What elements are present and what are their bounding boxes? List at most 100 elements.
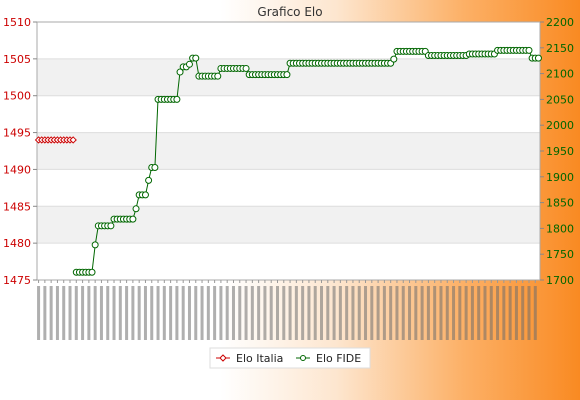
x-axis-tick-label-mark xyxy=(275,286,279,340)
data-point-elo-fide xyxy=(242,64,250,72)
left-axis-tick-label: 1490 xyxy=(3,163,31,176)
x-axis-tick-label-mark xyxy=(332,286,336,340)
x-axis-tick-label-mark xyxy=(257,286,261,340)
x-axis-tick-label-mark xyxy=(250,286,254,340)
x-axis-tick-label-mark xyxy=(408,286,412,340)
legend-marker xyxy=(300,355,306,361)
x-axis-tick-label-mark xyxy=(326,286,330,340)
x-axis-tick-label-mark xyxy=(200,286,204,340)
x-axis-label-strip xyxy=(37,280,537,340)
x-axis-tick-label-mark xyxy=(401,286,405,340)
x-axis-tick-label-mark xyxy=(118,286,122,340)
data-point-elo-fide xyxy=(88,268,96,276)
x-axis-tick-label-mark xyxy=(231,286,235,340)
data-point-elo-fide xyxy=(214,72,222,80)
left-axis-tick-label: 1485 xyxy=(3,200,31,213)
x-axis-tick-label-mark xyxy=(150,286,154,340)
x-axis-tick-label-mark xyxy=(137,286,141,340)
left-axis-tick-label: 1480 xyxy=(3,237,31,250)
right-axis-tick-label: 2100 xyxy=(546,68,574,81)
right-axis-tick-label: 1700 xyxy=(546,274,574,287)
x-axis-tick-label-mark xyxy=(364,286,368,340)
legend: Elo Italia Elo FIDE xyxy=(209,347,371,369)
x-axis-tick-label-mark xyxy=(533,286,537,340)
right-axis-tick-label: 1750 xyxy=(546,248,574,261)
x-axis-tick-label-mark xyxy=(502,286,506,340)
right-axis-tick-label: 1950 xyxy=(546,145,574,158)
x-axis-tick-label-mark xyxy=(131,286,135,340)
x-axis-tick-label-mark xyxy=(483,286,487,340)
left-axis-tick-label: 1505 xyxy=(3,53,31,66)
x-axis-tick-label-mark xyxy=(244,286,248,340)
legend-marker xyxy=(219,354,227,362)
data-point-elo-fide xyxy=(185,60,193,68)
right-axis-tick-label: 2000 xyxy=(546,119,574,132)
x-axis-tick-label-mark xyxy=(470,286,474,340)
x-axis-tick-label-mark xyxy=(351,286,355,340)
x-axis-tick-label-mark xyxy=(496,286,500,340)
x-axis-tick-label-mark xyxy=(313,286,317,340)
x-axis-tick-label-mark xyxy=(263,286,267,340)
chart-title: Grafico Elo xyxy=(257,5,322,19)
x-axis-tick-label-mark xyxy=(62,286,66,340)
x-axis-tick-label-mark xyxy=(382,286,386,340)
x-axis-tick-label-mark xyxy=(219,286,223,340)
x-axis-tick-label-mark xyxy=(433,286,437,340)
x-axis-tick-label-mark xyxy=(320,286,324,340)
x-axis-tick-label-mark xyxy=(49,286,53,340)
x-axis-tick-label-mark xyxy=(213,286,217,340)
x-axis-tick-label-mark xyxy=(395,286,399,340)
x-axis-tick-label-mark xyxy=(175,286,179,340)
x-axis-tick-label-mark xyxy=(514,286,518,340)
x-axis-tick-label-mark xyxy=(414,286,418,340)
x-axis-tick-label-mark xyxy=(345,286,349,340)
x-axis-tick-label-mark xyxy=(508,286,512,340)
x-axis-tick-label-mark xyxy=(269,286,273,340)
x-axis-tick-label-mark xyxy=(420,286,424,340)
x-axis-tick-label-mark xyxy=(282,286,286,340)
x-axis-tick-label-mark xyxy=(521,286,525,340)
x-axis-tick-label-mark xyxy=(389,286,393,340)
data-point-elo-fide xyxy=(129,215,137,223)
x-axis-tick-label-mark xyxy=(106,286,110,340)
right-axis-tick-label: 1850 xyxy=(546,197,574,210)
x-axis-tick-label-mark xyxy=(194,286,198,340)
x-axis-tick-label-mark xyxy=(238,286,242,340)
right-axis-tick-label: 1800 xyxy=(546,222,574,235)
x-axis-tick-label-mark xyxy=(489,286,493,340)
right-axis-tick-label: 2050 xyxy=(546,93,574,106)
x-axis-tick-label-mark xyxy=(169,286,173,340)
data-point-elo-fide xyxy=(173,95,181,103)
data-point-elo-fide xyxy=(141,191,149,199)
data-point-elo-fide xyxy=(151,164,159,172)
x-axis-tick-label-mark xyxy=(445,286,449,340)
x-axis-tick-label-mark xyxy=(112,286,116,340)
x-axis-tick-label-mark xyxy=(187,286,191,340)
x-axis-tick-label-mark xyxy=(426,286,430,340)
x-axis-tick-label-mark xyxy=(439,286,443,340)
legend-box xyxy=(209,347,371,369)
right-axis-tick-label: 1900 xyxy=(546,171,574,184)
right-axis-tick-label: 2150 xyxy=(546,42,574,55)
x-axis-tick-label-mark xyxy=(87,286,91,340)
data-point-elo-fide xyxy=(176,68,184,76)
x-axis-tick-label-mark xyxy=(301,286,305,340)
x-axis-tick-label-mark xyxy=(452,286,456,340)
x-axis-tick-label-mark xyxy=(477,286,481,340)
x-axis-tick-label-mark xyxy=(464,286,468,340)
x-axis-tick-label-mark xyxy=(225,286,229,340)
x-axis-tick-label-mark xyxy=(81,286,85,340)
x-axis-tick-label-mark xyxy=(357,286,361,340)
x-axis-tick-label-mark xyxy=(162,286,166,340)
grid-band xyxy=(37,206,540,244)
x-axis-tick-label-mark xyxy=(458,286,462,340)
x-axis-tick-label-mark xyxy=(294,286,298,340)
left-axis-tick-label: 1495 xyxy=(3,127,31,140)
x-axis-tick-label-mark xyxy=(55,286,59,340)
data-point-elo-italia xyxy=(69,136,77,144)
x-axis-tick-label-mark xyxy=(37,286,41,340)
data-point-elo-fide xyxy=(91,241,99,249)
x-axis-tick-label-mark xyxy=(370,286,374,340)
x-axis-tick-label-mark xyxy=(206,286,210,340)
